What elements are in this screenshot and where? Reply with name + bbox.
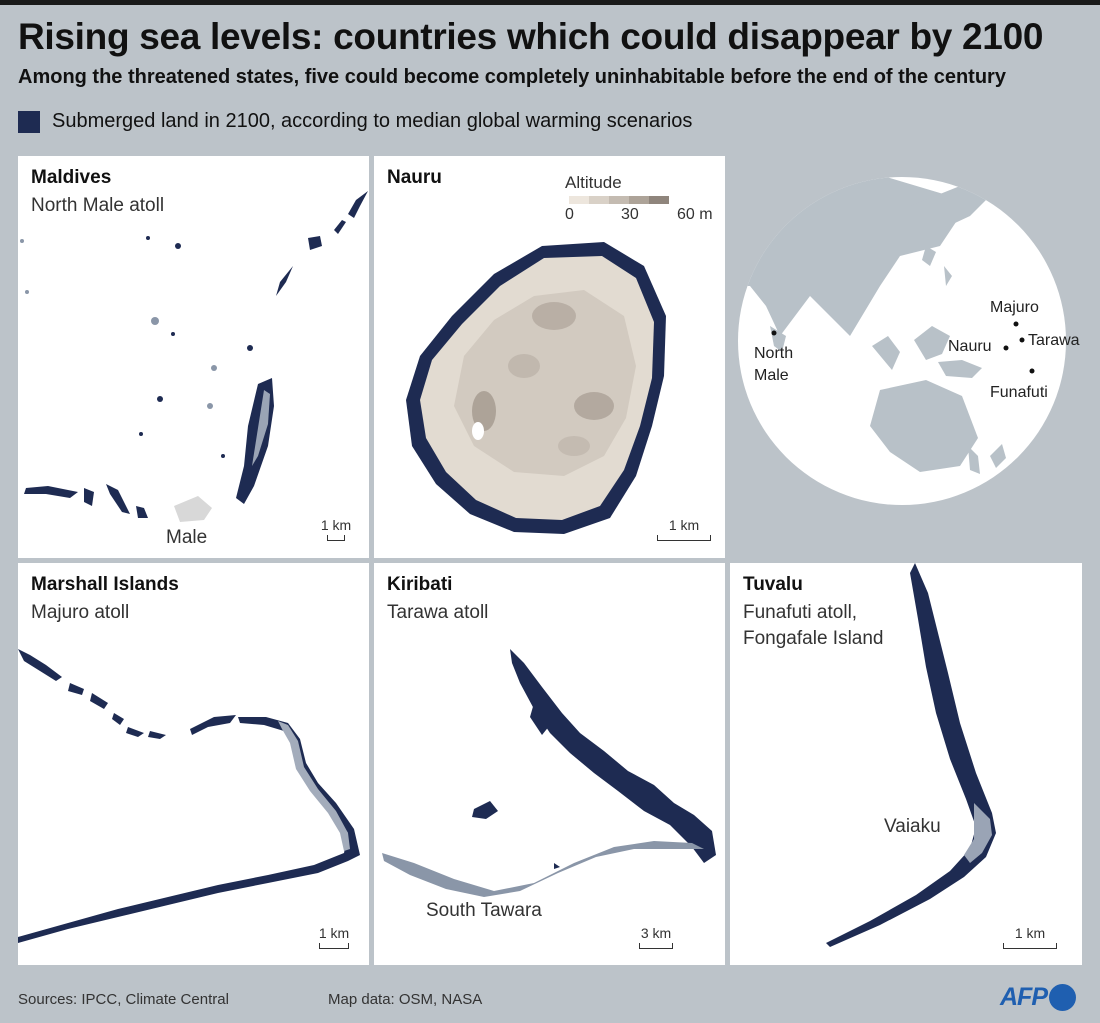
maldives-place-label: Male (166, 527, 208, 548)
page-title: Rising sea levels: countries which could… (18, 16, 1044, 57)
maldives-subtitle: North Male atoll (31, 195, 165, 216)
afp-logo-text: AFP (1000, 983, 1048, 1011)
page-subtitle: Among the threatened states, five could … (18, 66, 1006, 88)
panel-kiribati: Kiribati Tarawa atoll South Tawara 3 km (374, 563, 725, 965)
afp-logo: AFP (1000, 983, 1076, 1012)
panel-tuvalu: Tuvalu Funafuti atoll, Fongafale Island … (730, 563, 1082, 965)
kiribati-title: Kiribati (387, 574, 453, 595)
altitude-tick-60: 60 m (677, 206, 713, 223)
legend-swatch (18, 110, 40, 133)
globe-label-north-male-text: North Male (754, 345, 794, 384)
maldives-title: Maldives (31, 167, 112, 188)
nauru-map (406, 242, 666, 534)
marshall-subtitle: Majuro atoll (31, 602, 130, 623)
globe-label-north-male: North Male (754, 343, 824, 387)
maldives-map (20, 191, 368, 522)
tuvalu-title: Tuvalu (743, 574, 803, 595)
altitude-ramp-step (649, 196, 669, 204)
footer-map-data: Map data: OSM, NASA (328, 991, 483, 1008)
tuvalu-subtitle-line2: Fongafale Island (743, 628, 884, 649)
altitude-tick-0: 0 (565, 206, 574, 223)
altitude-ramp-step (609, 196, 629, 204)
altitude-color-ramp (569, 196, 669, 204)
altitude-ramp-step (569, 196, 589, 204)
afp-logo-dot (1049, 984, 1076, 1011)
maldives-scale-label: 1 km (320, 517, 352, 533)
nauru-title: Nauru (387, 167, 442, 188)
altitude-tick-30: 30 (621, 206, 639, 223)
globe-label-nauru: Nauru (948, 338, 992, 355)
marshall-scale-bar: 1 km (312, 925, 356, 949)
tuvalu-place-label: Vaiaku (884, 816, 941, 837)
globe-label-tarawa: Tarawa (1028, 332, 1080, 349)
globe-map (738, 177, 1066, 505)
legend: Submerged land in 2100, according to med… (18, 110, 692, 133)
altitude-legend: Altitude 0 30 60 m (559, 173, 713, 224)
kiribati-map (382, 649, 716, 897)
tuvalu-subtitle-line1: Funafuti atoll, (743, 602, 858, 623)
tuvalu-scale-label: 1 km (1014, 925, 1046, 941)
nauru-scale-label: 1 km (668, 517, 700, 533)
panel-maldives: Maldives North Male atoll Male 1 km (18, 156, 369, 558)
footer-sources: Sources: IPCC, Climate Central (18, 991, 229, 1008)
kiribati-place-label: South Tawara (426, 900, 542, 921)
altitude-ramp-step (589, 196, 609, 204)
maldives-scale-bar: 1 km (316, 517, 356, 541)
globe-label-majuro: Majuro (990, 299, 1039, 316)
panel-nauru: Nauru Altitude 0 30 60 m 1 km (374, 156, 725, 558)
tuvalu-subtitle: Funafuti atoll, Fongafale Island (743, 600, 884, 652)
marshall-scale-label: 1 km (318, 925, 350, 941)
top-bar (0, 0, 1100, 5)
legend-label: Submerged land in 2100, according to med… (52, 110, 693, 132)
kiribati-subtitle: Tarawa atoll (387, 602, 489, 623)
panel-marshall-islands: Marshall Islands Majuro atoll 1 km (18, 563, 369, 965)
globe-label-funafuti: Funafuti (990, 384, 1048, 401)
kiribati-scale-label: 3 km (640, 925, 672, 941)
altitude-legend-title: Altitude (565, 173, 622, 192)
kiribati-scale-bar: 3 km (634, 925, 678, 949)
marshall-map (18, 649, 360, 943)
nauru-scale-bar: 1 km (654, 517, 714, 541)
marshall-title: Marshall Islands (31, 574, 179, 595)
tuvalu-scale-bar: 1 km (1000, 925, 1060, 949)
altitude-ramp-step (629, 196, 649, 204)
tuvalu-map (826, 563, 996, 947)
globe-locator: North Male Majuro Nauru Tarawa Funafuti (730, 156, 1082, 558)
